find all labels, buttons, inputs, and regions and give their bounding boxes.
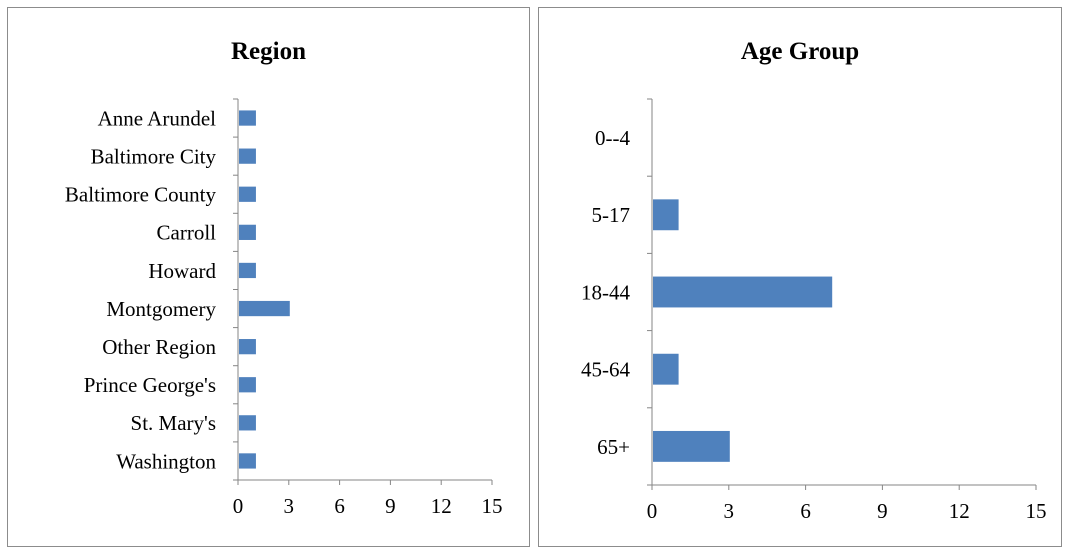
bar <box>239 300 290 317</box>
value-tick-label: 15 <box>482 494 503 518</box>
value-tick-label: 3 <box>284 494 295 518</box>
bar <box>239 453 256 469</box>
chart-title: Region <box>231 38 306 65</box>
bar <box>239 110 256 126</box>
value-tick-label: 0 <box>647 499 658 523</box>
value-tick-label: 0 <box>233 494 244 518</box>
category-label: Montgomery <box>106 297 216 321</box>
category-label: 5-17 <box>592 203 631 227</box>
category-label: Anne Arundel <box>98 106 217 130</box>
region-bar-chart: 0 3 6 9 12 15 Anne Arundel Baltimore City Baltim… <box>65 98 503 518</box>
bar <box>239 148 256 164</box>
bar <box>653 276 833 308</box>
region-chart-panel: Region 0 3 6 9 12 15 Anne Arundel Baltimore Cit… <box>7 7 530 547</box>
bar <box>653 430 730 462</box>
bar <box>653 353 679 385</box>
bar <box>239 377 256 393</box>
value-tick-label: 6 <box>334 494 345 518</box>
bar <box>239 186 256 202</box>
category-label: 65+ <box>597 435 630 459</box>
category-label: Howard <box>148 259 216 283</box>
bar <box>239 224 256 240</box>
value-tick-label: 9 <box>877 499 888 523</box>
category-label: Prince George's <box>84 373 216 397</box>
value-tick-label: 3 <box>724 499 735 523</box>
category-label: 0--4 <box>595 126 630 150</box>
category-label: Other Region <box>102 335 216 359</box>
category-label: Carroll <box>157 221 217 245</box>
bar <box>653 199 679 231</box>
value-tick-label: 12 <box>949 499 970 523</box>
category-label: Baltimore City <box>91 145 217 169</box>
category-label: Baltimore County <box>65 183 217 207</box>
bar <box>239 339 256 355</box>
category-label: Washington <box>116 449 216 473</box>
age-group-chart-panel: Age Group 0 3 6 9 12 15 0--4 5-17 18-44 45-64 65+ <box>538 7 1062 547</box>
age-group-bar-chart: 0 3 6 9 12 15 0--4 5-17 18-44 45-64 65+ <box>581 98 1047 523</box>
category-label: St. Mary's <box>131 411 216 435</box>
value-tick-label: 15 <box>1026 499 1047 523</box>
value-tick-label: 6 <box>800 499 811 523</box>
bar <box>239 262 256 279</box>
category-label: 45-64 <box>581 358 630 382</box>
value-tick-label: 12 <box>431 494 452 518</box>
category-label: 18-44 <box>581 280 630 304</box>
bar <box>239 415 256 431</box>
value-tick-label: 9 <box>385 494 396 518</box>
chart-title: Age Group <box>740 38 860 65</box>
